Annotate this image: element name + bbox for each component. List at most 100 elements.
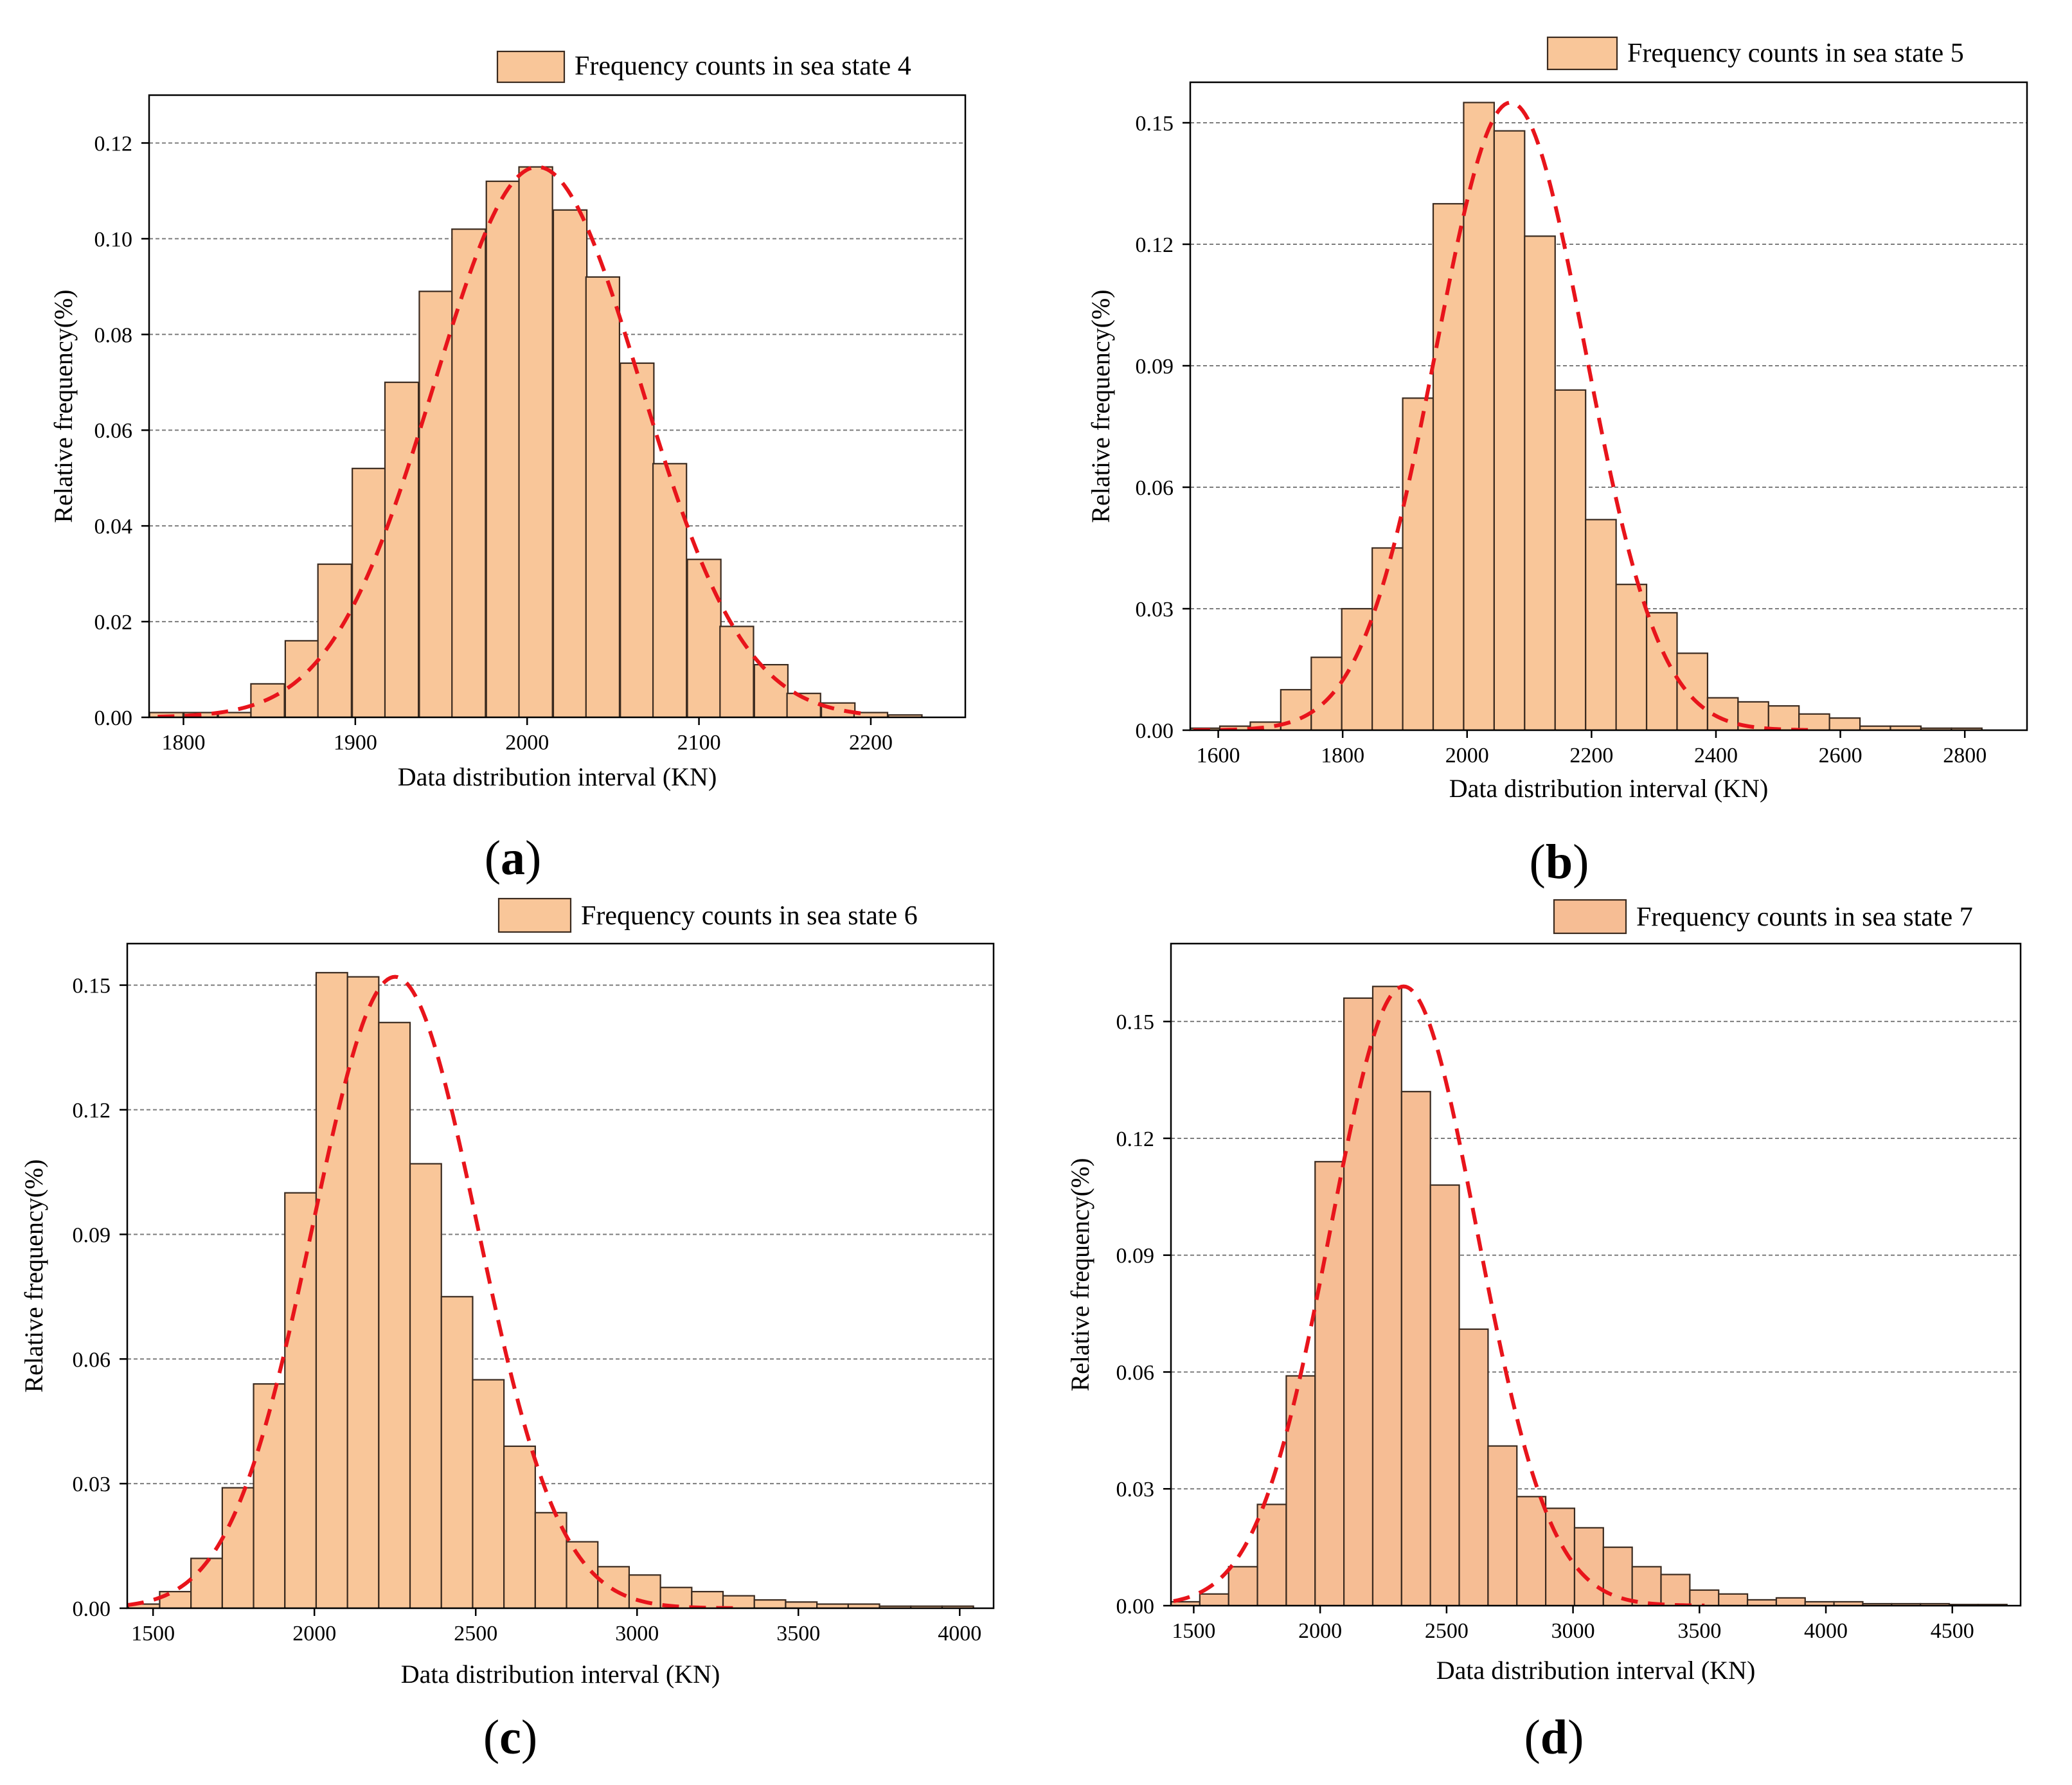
histogram-bar	[284, 640, 320, 717]
y-tick-label: 0.12	[1136, 233, 1174, 257]
histogram-bar	[888, 714, 923, 717]
histogram-bar	[440, 1296, 474, 1608]
histogram-bar	[1343, 997, 1374, 1606]
histogram-bar	[284, 1192, 317, 1608]
histogram-bar	[1602, 1547, 1633, 1606]
histogram-bar	[1256, 1503, 1287, 1606]
panel-paren: (	[485, 831, 501, 885]
panel-letter-char: a	[501, 831, 525, 885]
legend-swatch	[1546, 36, 1618, 71]
histogram-bar	[315, 972, 348, 1608]
legend-label: Frequency counts in sea state 5	[1627, 39, 1964, 68]
panel-paren: (	[1530, 835, 1546, 889]
histogram-bar	[1314, 1161, 1345, 1606]
x-axis-title: Data distribution interval (KN)	[1449, 774, 1769, 803]
legend: Frequency counts in sea state 6	[497, 897, 918, 933]
histogram-bar	[1400, 1091, 1431, 1606]
y-tick-label: 0.12	[73, 1099, 111, 1123]
x-tick-label: 1900	[334, 731, 377, 755]
chart-panel-c: 1500 2000 2500 3000 3500 4000 0.00 0.03 0.06 0.09…	[19, 897, 995, 1764]
bars-group	[1171, 985, 2008, 1606]
histogram-bar	[753, 1599, 787, 1608]
y-tick-label: 0.00	[73, 1597, 111, 1621]
histogram-bar	[1775, 1597, 1806, 1606]
x-axis-title: Data distribution interval (KN)	[401, 1660, 720, 1689]
x-tick-label: 2100	[677, 731, 721, 755]
panel-paren: (	[1524, 1710, 1541, 1764]
y-tick-label: 0.15	[73, 974, 111, 998]
y-axis-title: Relative frequency(%)	[1066, 1158, 1094, 1391]
y-axis-title: Relative frequency(%)	[1086, 289, 1115, 523]
panel-paren: )	[1567, 1710, 1584, 1764]
x-tick-label: 1800	[161, 731, 205, 755]
x-tick-label: 2000	[505, 731, 549, 755]
panel-paren: )	[525, 831, 541, 885]
histogram-bar	[1573, 1527, 1604, 1606]
panel-paren: )	[521, 1710, 537, 1764]
histogram-bar	[378, 1021, 411, 1608]
legend: Frequency counts in sea state 4	[496, 50, 911, 84]
histogram-bar	[253, 1383, 286, 1608]
histogram-bar	[941, 1605, 974, 1608]
x-tick-label: 4000	[1804, 1619, 1848, 1643]
panel-paren: )	[1573, 835, 1589, 889]
panel-label: (d)	[1524, 1710, 1584, 1764]
y-tick-label: 0.15	[1136, 112, 1174, 136]
histogram-bar	[1706, 697, 1739, 730]
x-tick-label: 1800	[1321, 744, 1364, 767]
histogram-bar	[1458, 1328, 1489, 1606]
panel-paren: (	[483, 1710, 499, 1764]
bars-group	[149, 166, 923, 717]
histogram-bar	[518, 166, 553, 717]
x-tick-label: 2200	[1569, 744, 1613, 767]
y-axis-title: Relative frequency(%)	[19, 1159, 48, 1392]
panel-letter-char: d	[1541, 1710, 1567, 1764]
legend-swatch	[1553, 899, 1627, 935]
histogram-bar	[719, 625, 755, 717]
histogram-bar	[1828, 717, 1861, 730]
histogram-bar	[1463, 102, 1495, 730]
x-tick-label: 4500	[1931, 1619, 1974, 1643]
y-tick-label: 0.06	[73, 1348, 111, 1372]
y-tick-label: 0.02	[94, 611, 133, 634]
normal-fit-curve	[1193, 100, 1816, 730]
histogram-bar	[1429, 1184, 1460, 1606]
histogram-bar	[472, 1379, 505, 1608]
histogram-bar	[1285, 1375, 1316, 1606]
y-tick-label: 0.12	[94, 132, 133, 156]
y-tick-label: 0.10	[94, 228, 133, 251]
histogram-bar	[1689, 1589, 1720, 1606]
x-tick-label: 2800	[1943, 744, 1987, 767]
y-tick-label: 0.00	[1116, 1595, 1155, 1619]
histogram-bar	[352, 467, 387, 717]
y-tick-label: 0.15	[1116, 1010, 1155, 1034]
histogram-bar	[1487, 1445, 1518, 1606]
x-tick-label: 3500	[776, 1622, 820, 1646]
plot-frame	[1170, 942, 2022, 1607]
y-tick-label: 0.06	[1136, 476, 1174, 500]
x-tick-label: 2200	[849, 731, 893, 755]
y-tick-label: 0.04	[94, 515, 133, 539]
panel-label: (b)	[1530, 835, 1589, 889]
histogram-bar	[1660, 1574, 1691, 1606]
histogram-bar	[585, 276, 621, 717]
histogram-bar	[250, 683, 285, 717]
histogram-bar	[190, 1557, 223, 1608]
panel-letter-char: b	[1546, 835, 1573, 889]
x-axis-title: Data distribution interval (KN)	[398, 762, 717, 791]
y-axis-title: Relative frequency(%)	[49, 289, 78, 523]
histogram-bar	[1767, 705, 1800, 730]
x-tick-label: 2000	[1445, 744, 1489, 767]
histogram-bar	[1199, 1593, 1229, 1606]
histogram-bar	[1746, 1599, 1778, 1606]
normal-fit-curve	[1173, 984, 1705, 1606]
y-tick-label: 0.06	[1116, 1361, 1155, 1385]
histogram-bar	[785, 1601, 818, 1608]
x-tick-label: 2400	[1694, 744, 1738, 767]
y-tick-label: 0.00	[94, 706, 133, 730]
x-tick-label: 1600	[1197, 744, 1240, 767]
histogram-bar	[1554, 389, 1587, 730]
bars-group	[127, 972, 974, 1608]
histogram-bar	[451, 228, 487, 717]
chart-panel-b: 1600 1800 2000 2200 2400 2600 2800 0.00 0.03 0.06…	[1086, 36, 2028, 889]
